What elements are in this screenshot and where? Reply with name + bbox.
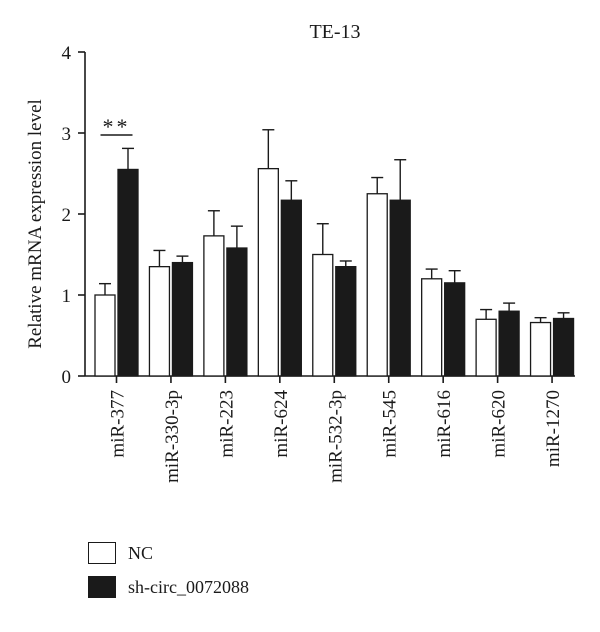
legend-swatch-sh-circ [88,576,116,598]
x-tick-label: miR-1270 [543,390,564,467]
y-tick-label: 2 [62,205,72,226]
legend-label-nc: NC [128,542,154,563]
x-tick-label: miR-532-3p [325,390,346,483]
bar-sh-circ [335,265,357,377]
significance-marker: ** [103,114,131,139]
bar-sh-circ [171,261,194,377]
bar-nc [529,321,552,377]
y-tick-label: 3 [62,124,72,145]
bar-sh-circ [280,199,302,377]
x-tick-label: miR-624 [271,390,292,458]
x-tick-label: miR-616 [434,390,455,458]
bar-sh-circ [117,168,139,377]
y-axis-label: Relative mRNA expression level [25,99,46,349]
bar-sh-circ [226,247,248,377]
bar-sh-circ [444,282,466,377]
bar-nc [312,253,334,377]
bar-sh-circ [389,199,411,377]
x-tick-label: miR-620 [489,390,510,458]
legend-item-sh-circ: sh-circ_0072088 [88,574,249,600]
x-tick-label: miR-330-3p [162,390,183,483]
x-tick-label: miR-545 [380,390,401,458]
bar-nc [366,193,388,377]
x-tick-label: miR-223 [216,390,237,458]
x-tick-label: miR-377 [108,390,129,458]
legend-swatch-nc [88,542,116,564]
chart-title: TE-13 [309,21,360,43]
y-tick-label: 1 [62,286,72,307]
bar-nc [475,318,497,377]
bar-nc [94,294,116,377]
legend: NC sh-circ_0072088 [88,540,249,608]
legend-label-sh-circ: sh-circ_0072088 [128,576,249,597]
bar-nc [148,265,171,377]
bar-nc [257,167,279,377]
bar-nc [421,278,443,377]
y-tick-label: 0 [62,367,72,388]
y-tick-label: 4 [62,43,72,64]
bar-sh-circ [498,310,520,377]
bar-nc [203,235,225,377]
bar-sh-circ [552,317,575,377]
legend-item-nc: NC [88,540,249,566]
